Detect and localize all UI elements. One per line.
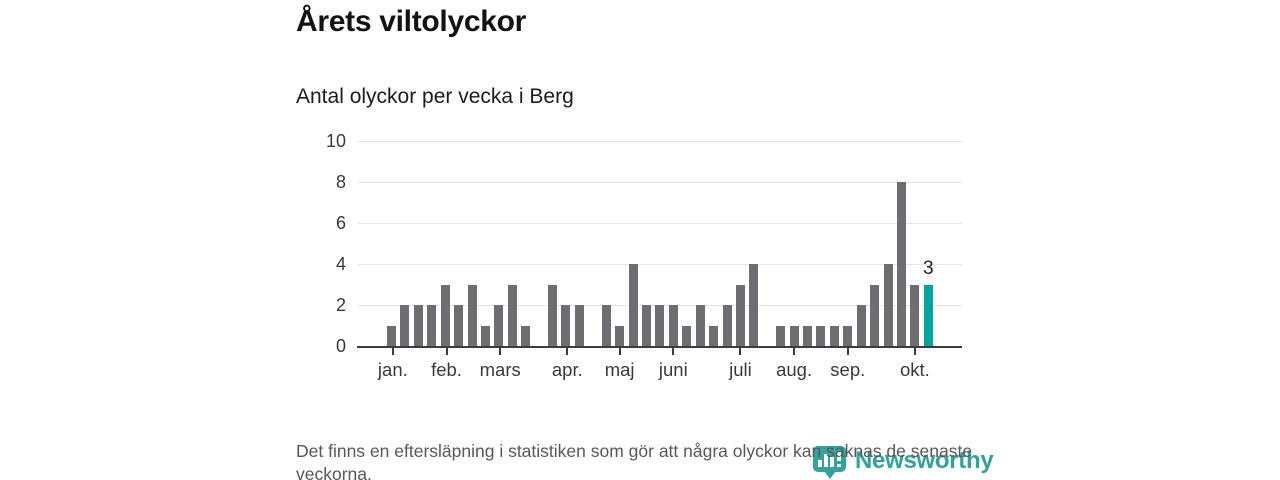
- bar-week-23: [682, 325, 692, 346]
- x-tick-feb: [445, 348, 448, 355]
- x-tick-label-juli: juli: [729, 359, 752, 380]
- chart-title: Årets viltolyckor: [296, 5, 526, 38]
- y-tick-label-4: 4: [335, 254, 346, 274]
- x-tick-label-okt: okt.: [899, 359, 930, 380]
- bar-week-25: [709, 325, 719, 346]
- newsworthy-logo[interactable]: Newsworthy: [812, 445, 994, 480]
- bar-week-33: [816, 325, 826, 346]
- x-tick-aug: [793, 348, 796, 355]
- bar-week-41: [923, 284, 933, 346]
- bar-week-26: [722, 305, 732, 346]
- plot-area: 3: [358, 141, 962, 346]
- x-tick-label-jan: jan.: [377, 359, 408, 380]
- x-tick-sep: [846, 348, 849, 355]
- newsworthy-wordmark: Newsworthy: [855, 447, 994, 474]
- y-tick-label-0: 0: [335, 336, 346, 356]
- bar-week-27: [735, 284, 745, 346]
- bar-week-7: [467, 284, 477, 346]
- bar-week-2: [400, 305, 410, 346]
- bar-week-18: [615, 325, 625, 346]
- bar-week-30: [776, 325, 786, 346]
- bar-week-9: [494, 305, 504, 346]
- bar-week-31: [789, 325, 799, 346]
- y-tick-label-8: 8: [335, 172, 346, 192]
- bar-week-10: [507, 284, 517, 346]
- x-tick-label-juni: juni: [658, 359, 688, 380]
- bar-week-24: [695, 305, 705, 346]
- bar-week-21: [655, 305, 665, 346]
- bar-week-28: [749, 264, 759, 346]
- x-tick-juli: [739, 348, 742, 355]
- x-tick-apr: [566, 348, 569, 355]
- bar-week-5: [440, 284, 450, 346]
- gridline-6: [358, 223, 962, 224]
- gridline-8: [358, 182, 962, 183]
- bar-week-37: [870, 284, 880, 346]
- bar-week-3: [413, 305, 423, 346]
- bar-week-36: [856, 305, 866, 346]
- y-tick-label-2: 2: [335, 295, 346, 315]
- x-tick-label-feb: feb.: [431, 359, 462, 380]
- bar-week-40: [910, 284, 920, 346]
- bar-week-6: [454, 305, 464, 346]
- bar-week-19: [628, 264, 638, 346]
- x-tick-label-apr: apr.: [551, 359, 583, 380]
- bar-week-13: [548, 284, 558, 346]
- x-tick-label-aug: aug.: [776, 359, 813, 380]
- bar-week-22: [668, 305, 678, 346]
- x-tick-jan: [391, 348, 394, 355]
- x-tick-label-sep: sep.: [830, 359, 866, 380]
- newsworthy-logo-icon: [813, 446, 846, 479]
- bar-week-11: [521, 325, 531, 346]
- x-tick-mars: [499, 348, 502, 355]
- chart-subtitle: Antal olyckor per vecka i Berg: [296, 85, 574, 108]
- x-tick-maj: [618, 348, 621, 355]
- x-axis-line: [357, 346, 962, 348]
- bar-week-39: [896, 182, 906, 346]
- bar-week-15: [574, 305, 584, 346]
- highlight-bar-value-label: 3: [923, 257, 934, 279]
- bar-week-32: [803, 325, 813, 346]
- x-tick-okt: [913, 348, 916, 355]
- y-tick-label-6: 6: [335, 213, 346, 233]
- bar-week-35: [843, 325, 853, 346]
- gridline-4: [358, 264, 962, 265]
- x-tick-label-mars: mars: [479, 359, 521, 380]
- bar-week-20: [641, 305, 651, 346]
- bar-week-4: [427, 305, 437, 346]
- gridline-10: [358, 141, 962, 142]
- x-tick-juni: [672, 348, 675, 355]
- bar-week-38: [883, 264, 893, 346]
- bar-week-8: [480, 325, 490, 346]
- bar-week-1: [387, 325, 396, 346]
- x-tick-label-maj: maj: [604, 359, 635, 380]
- bar-week-17: [601, 305, 611, 346]
- y-tick-label-10: 10: [325, 131, 346, 151]
- bar-week-34: [829, 325, 839, 346]
- bar-week-14: [561, 305, 571, 346]
- footer-note: Det finns en eftersläpning i statistiken…: [296, 441, 973, 480]
